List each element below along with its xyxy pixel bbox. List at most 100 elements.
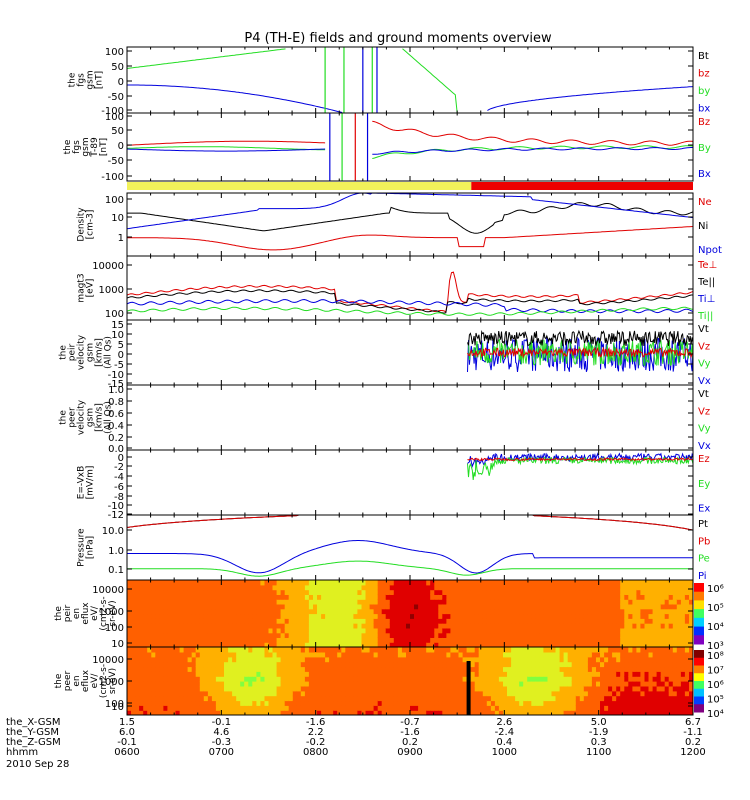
spectrogram-cell xyxy=(575,681,581,687)
spectrogram-cell xyxy=(215,642,221,647)
spectrogram-cell xyxy=(519,613,524,619)
spectrogram-cell xyxy=(244,651,249,658)
spectrogram-cell xyxy=(583,695,589,702)
spectrogram-cell xyxy=(531,613,536,619)
spectrogram-cell xyxy=(329,603,334,610)
spectrogram-cell xyxy=(660,681,666,687)
spectrogram-cell xyxy=(345,685,350,692)
spectrogram-cell xyxy=(563,647,569,653)
spectrogram-cell xyxy=(187,608,193,615)
spectrogram-cell xyxy=(652,642,658,647)
spectrogram-cell xyxy=(430,681,435,687)
spectrogram-cell xyxy=(155,681,160,687)
spectrogram-cell xyxy=(268,666,274,672)
spectrogram-cell xyxy=(280,690,286,697)
spectrogram-cell xyxy=(244,676,249,682)
spectrogram-cell xyxy=(280,632,286,638)
spectrogram-cell xyxy=(296,594,302,600)
spectrogram-cell xyxy=(579,685,585,692)
spectrogram-cell xyxy=(414,584,419,591)
spectrogram-cell xyxy=(583,705,589,711)
spectrogram-cell xyxy=(664,656,670,663)
spectrogram-cell xyxy=(571,681,577,687)
spectrogram-cell xyxy=(652,685,658,692)
spectrogram-cell xyxy=(276,608,282,615)
spectrogram-cell xyxy=(268,671,274,677)
spectrogram-cell xyxy=(547,647,553,653)
spectrogram-cell xyxy=(373,661,379,668)
spectrogram-cell xyxy=(317,681,322,687)
spectrogram-cell xyxy=(539,690,544,697)
spectrogram-cell xyxy=(203,676,209,682)
colorbar-label: 10⁶ xyxy=(707,584,724,595)
spectrogram-cell xyxy=(503,599,508,605)
spectrogram-cell xyxy=(608,584,613,591)
spectrogram-cell xyxy=(329,690,334,697)
spectrogram-cell xyxy=(329,671,334,677)
spectrogram-cell xyxy=(539,705,544,711)
spectrogram-cell xyxy=(652,671,658,677)
spectrogram-cell xyxy=(434,623,439,629)
spectrogram-cell xyxy=(131,705,136,711)
spectrogram-cell xyxy=(308,661,314,668)
spectrogram-cell xyxy=(224,584,229,591)
spectrogram-cell xyxy=(596,584,601,591)
spectrogram-cell xyxy=(628,705,633,711)
spectrogram-cell xyxy=(660,647,666,653)
spectrogram-cell xyxy=(377,580,383,586)
spectrogram-cell xyxy=(361,589,367,595)
spectrogram-cell xyxy=(442,661,447,668)
spectrogram-cell xyxy=(365,666,371,672)
spectrogram-cell xyxy=(220,613,225,619)
spectrogram-cell xyxy=(373,685,379,692)
ephemeris-value: 0900 xyxy=(397,747,422,758)
spectrogram-cell xyxy=(333,690,338,697)
spectrogram-cell xyxy=(244,671,249,677)
spectrogram-cell xyxy=(604,594,609,600)
spectrogram-cell xyxy=(317,613,322,619)
spectrogram-cell xyxy=(159,584,164,591)
spectrogram-cell xyxy=(458,603,464,610)
spectrogram-cell xyxy=(438,580,443,586)
spectrogram-cell xyxy=(406,676,411,682)
spectrogram-cell xyxy=(551,710,557,715)
spectrogram-cell xyxy=(389,584,395,591)
colorbar-swatch xyxy=(694,673,704,682)
spectrogram-cell xyxy=(676,599,682,605)
spectrogram-cell xyxy=(292,618,298,624)
spectrogram-cell xyxy=(652,656,658,663)
spectrogram-cell xyxy=(377,671,383,677)
spectrogram-cell xyxy=(353,690,358,697)
colorbar-swatch xyxy=(694,600,704,610)
spectrogram-cell xyxy=(272,676,278,682)
spectrogram-cell xyxy=(668,647,674,653)
spectrogram-cell xyxy=(640,656,645,663)
spectrogram-cell xyxy=(337,603,342,610)
spectrogram-cell xyxy=(308,651,314,658)
spectrogram-cell xyxy=(591,608,597,615)
spectrogram-cell xyxy=(616,584,621,591)
spectrogram-cell xyxy=(232,705,237,711)
spectrogram-cell xyxy=(462,608,468,615)
spectrogram-cell xyxy=(163,690,168,697)
spectrogram-cell xyxy=(143,676,148,682)
y-label-line: en xyxy=(72,675,82,686)
spectrogram-cell xyxy=(228,685,233,692)
spectrogram-cell xyxy=(220,656,225,663)
spectrogram-cell xyxy=(604,599,609,605)
spectrogram-cell xyxy=(401,580,407,586)
spectrogram-cell xyxy=(422,685,427,692)
spectrogram-cell xyxy=(567,671,573,677)
spectrogram-cell xyxy=(183,705,189,711)
spectrogram-cell xyxy=(325,613,330,619)
spectrogram-cell xyxy=(127,705,132,711)
spectrogram-cell xyxy=(171,618,177,624)
spectrogram-cell xyxy=(632,661,637,668)
spectrogram-cell xyxy=(167,647,172,653)
spectrogram-cell xyxy=(652,632,658,638)
spectrogram-cell xyxy=(551,594,557,600)
spectrogram-cell xyxy=(135,627,140,634)
spectrogram-cell xyxy=(175,589,181,595)
spectrogram-cell xyxy=(454,705,460,711)
spectrogram-cell xyxy=(329,700,334,706)
